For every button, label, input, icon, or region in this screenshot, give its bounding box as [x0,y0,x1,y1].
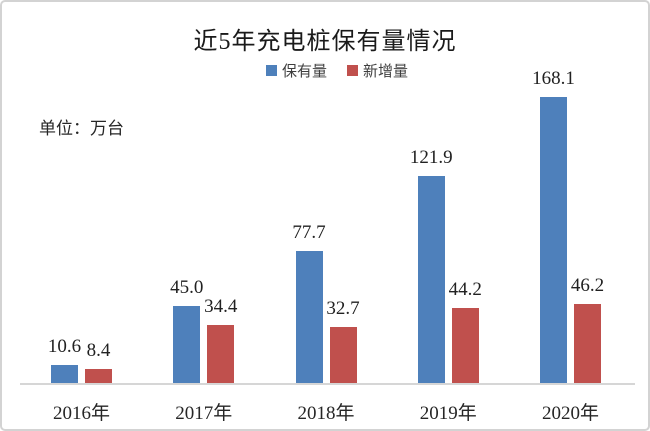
value-label-保有量-2018年: 77.7 [292,222,326,243]
value-label-新增量-2020年: 46.2 [570,275,605,296]
category-label-2018年: 2018年 [297,403,355,424]
bar-保有量-2017年 [173,306,201,383]
value-label-新增量-2016年: 8.4 [86,340,111,361]
bar-新增量-2019年 [451,308,479,383]
chart-title: 近5年充电桩保有量情况 [193,29,457,55]
legend-label-holdings: 保有量 [281,64,327,80]
bar-保有量-2020年 [540,97,567,383]
bar-新增量-2017年 [207,325,235,383]
value-label-保有量-2016年: 10.6 [47,336,82,357]
value-label-保有量-2019年: 121.9 [409,147,453,168]
bar-新增量-2018年 [329,327,357,383]
legend-swatch-blue-icon [265,65,277,76]
bar-保有量-2018年 [295,251,323,383]
value-label-新增量-2017年: 34.4 [204,296,238,317]
category-label-2016年: 2016年 [52,403,110,424]
value-label-保有量-2017年: 45.0 [170,277,204,298]
value-label-新增量-2018年: 32.7 [326,298,360,319]
x-axis-line [20,383,635,385]
legend: 保有量 新增量 [14,60,648,81]
legend-swatch-red-icon [347,65,358,76]
unit-label: 单位：万台 [39,119,124,138]
legend-item-new-additions: 新增量 [347,60,408,81]
category-label-2020年: 2020年 [541,403,599,424]
legend-label-new-additions: 新增量 [363,64,409,80]
bar-新增量-2020年 [574,304,601,383]
bar-保有量-2016年 [51,365,78,383]
bar-保有量-2019年 [417,176,445,383]
value-label-新增量-2019年: 44.2 [448,279,482,300]
legend-item-holdings: 保有量 [265,60,327,81]
bar-新增量-2016年 [85,369,112,383]
category-label-2019年: 2019年 [419,403,477,424]
category-label-2017年: 2017年 [175,403,233,424]
value-label-保有量-2020年: 168.1 [532,68,575,89]
